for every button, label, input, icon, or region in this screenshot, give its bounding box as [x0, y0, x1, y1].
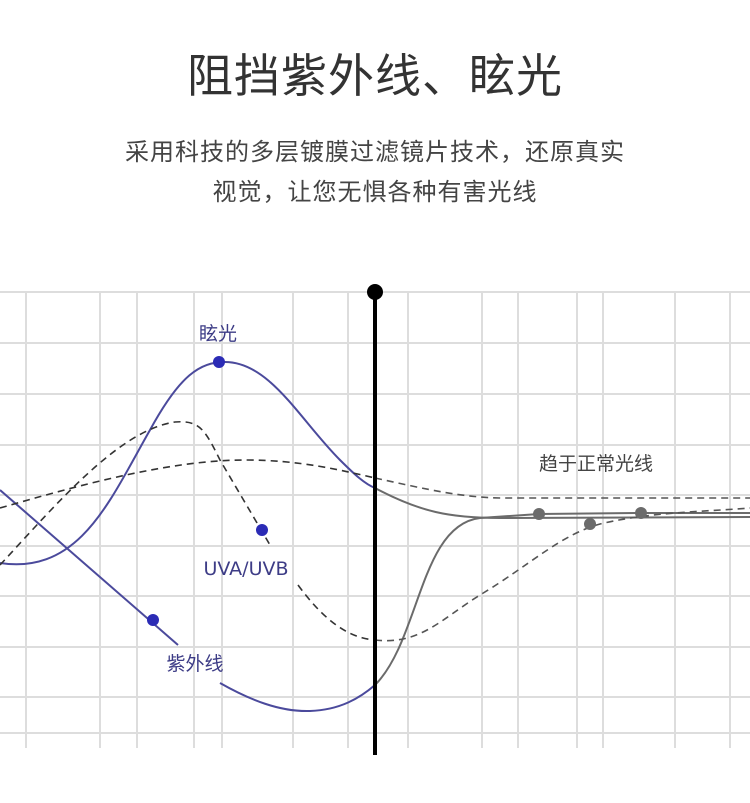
uva-uvb-label: UVA/UVB: [203, 558, 288, 580]
uv-filtered-curve: [374, 512, 750, 686]
glare-curve: [0, 360, 376, 566]
page-title: 阻挡紫外线、眩光: [187, 49, 563, 103]
uv-curve-lower: [219, 682, 376, 713]
ambient-curve: [0, 459, 376, 509]
filtered-dot-3: [635, 507, 647, 519]
ambient-filtered-curve: [374, 477, 750, 499]
uva-uvb-filtered-curve: [374, 507, 750, 642]
lens-divider-dot: [367, 284, 383, 300]
filtered-dot-1: [533, 508, 545, 520]
uva-uvb-curve: [0, 420, 271, 566]
uv-dot: [147, 614, 159, 626]
uva-uvb-dot: [256, 524, 268, 536]
subtitle-line-2: 视觉，让您无惧各种有害光线: [212, 178, 538, 206]
glare-label: 眩光: [199, 323, 237, 345]
uva-uvb-curve-lower: [297, 584, 376, 641]
normal-light-label: 趋于正常光线: [539, 453, 653, 475]
subtitle-line-1: 采用科技的多层镀膜过滤镜片技术，还原真实: [125, 138, 625, 166]
uv-label: 紫外线: [166, 653, 223, 675]
filtered-dot-2: [584, 518, 596, 530]
glare-dot: [213, 356, 225, 368]
